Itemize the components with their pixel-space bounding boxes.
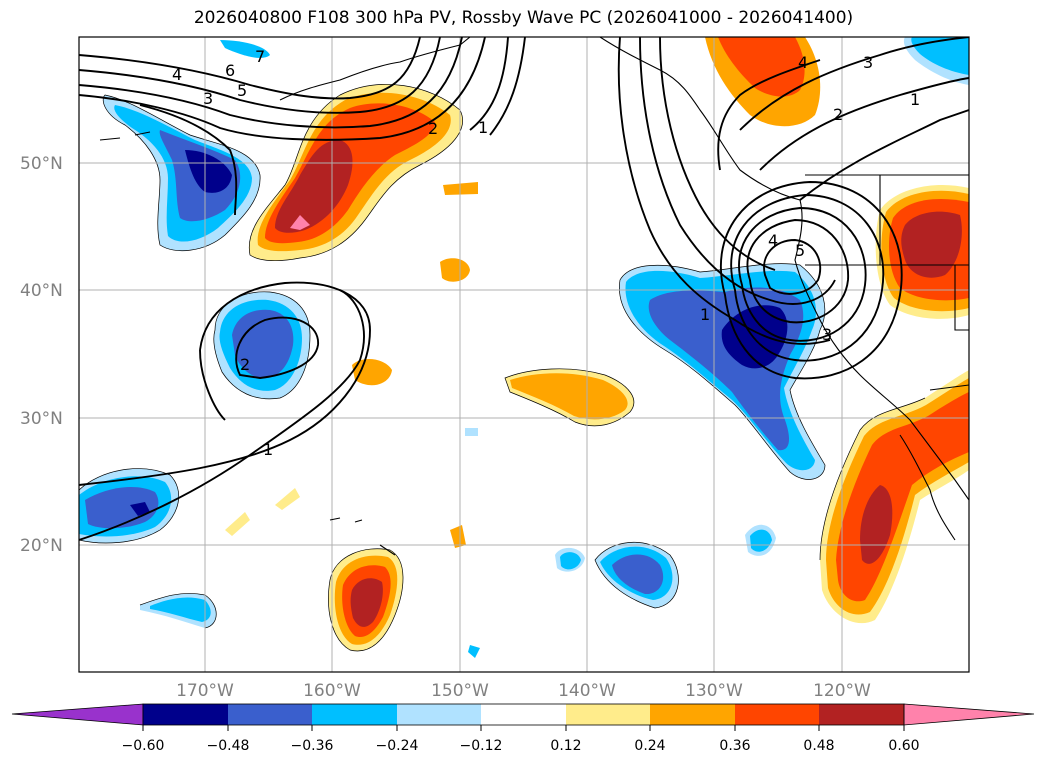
colorbar-label: 0.24 bbox=[634, 738, 665, 754]
lon-label-140: 140°W bbox=[558, 681, 616, 701]
lon-label-130: 130°W bbox=[685, 681, 743, 701]
colorbar-bin bbox=[735, 704, 819, 725]
lat-label-50: 50°N bbox=[20, 154, 63, 174]
colorbar-label: −0.48 bbox=[207, 738, 250, 754]
colorbar-labels: −0.60 −0.48 −0.36 −0.24 −0.12 0.12 0.24 … bbox=[122, 738, 920, 754]
lon-label-120: 120°W bbox=[813, 681, 871, 701]
contour-labels: 7 6 4 5 3 2 1 1 2 1 4 5 3 3 2 1 4 bbox=[172, 47, 920, 459]
svg-text:3: 3 bbox=[863, 53, 873, 72]
svg-text:1: 1 bbox=[263, 440, 273, 459]
colorbar-bin bbox=[143, 704, 228, 725]
colorbar-label: −0.60 bbox=[122, 738, 165, 754]
lon-label-170: 170°W bbox=[176, 681, 234, 701]
colorbar-label: 0.48 bbox=[803, 738, 834, 754]
colorbar-bin bbox=[650, 704, 735, 725]
svg-text:3: 3 bbox=[822, 325, 832, 344]
colorbar-left-extension bbox=[11, 703, 144, 726]
svg-text:4: 4 bbox=[768, 231, 778, 250]
colorbar-ticks bbox=[142, 725, 905, 731]
svg-text:5: 5 bbox=[795, 241, 805, 260]
colorbar-right-extension bbox=[903, 703, 1035, 726]
colorbar-label: −0.36 bbox=[291, 738, 334, 754]
colorbar: −0.60 −0.48 −0.36 −0.24 −0.12 0.12 0.24 … bbox=[11, 703, 1035, 754]
map-frame bbox=[78, 36, 970, 673]
svg-text:2: 2 bbox=[240, 355, 250, 374]
map-title: 2026040800 F108 300 hPa PV, Rossby Wave … bbox=[193, 8, 854, 28]
lon-label-160: 160°W bbox=[303, 681, 361, 701]
colorbar-label: −0.12 bbox=[460, 738, 503, 754]
svg-text:7: 7 bbox=[255, 47, 265, 66]
lat-label-20: 20°N bbox=[20, 536, 63, 556]
lat-label-30: 30°N bbox=[20, 409, 63, 429]
colorbar-bin bbox=[819, 704, 904, 725]
colorbar-bin bbox=[312, 704, 397, 725]
svg-text:4: 4 bbox=[172, 65, 182, 84]
colorbar-bin bbox=[481, 704, 566, 725]
colorbar-bin bbox=[566, 704, 650, 725]
colorbar-bin bbox=[228, 704, 312, 725]
pv-shading bbox=[79, 37, 969, 658]
colorbar-label: 0.60 bbox=[888, 738, 919, 754]
svg-text:1: 1 bbox=[700, 305, 710, 324]
svg-text:1: 1 bbox=[910, 90, 920, 109]
colorbar-label: 0.12 bbox=[550, 738, 581, 754]
lon-label-150: 150°W bbox=[431, 681, 489, 701]
colorbar-label: 0.36 bbox=[719, 738, 750, 754]
colorbar-label: −0.24 bbox=[376, 738, 419, 754]
lat-label-40: 40°N bbox=[20, 281, 63, 301]
svg-text:1: 1 bbox=[478, 118, 488, 137]
rossby-contours bbox=[79, 37, 969, 541]
svg-text:2: 2 bbox=[833, 105, 843, 124]
longitude-labels: 170°W 160°W 150°W 140°W 130°W 120°W bbox=[176, 681, 871, 701]
colorbar-bin bbox=[397, 704, 481, 725]
svg-text:6: 6 bbox=[225, 61, 235, 80]
svg-text:3: 3 bbox=[203, 89, 213, 108]
svg-text:4: 4 bbox=[798, 53, 808, 72]
svg-text:5: 5 bbox=[237, 81, 247, 100]
svg-text:2: 2 bbox=[428, 119, 438, 138]
latitude-labels: 50°N 40°N 30°N 20°N bbox=[20, 154, 63, 556]
